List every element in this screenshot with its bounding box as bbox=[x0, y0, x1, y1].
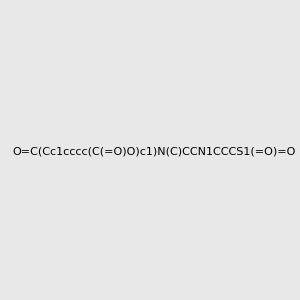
Text: O=C(Cc1cccc(C(=O)O)c1)N(C)CCN1CCCS1(=O)=O: O=C(Cc1cccc(C(=O)O)c1)N(C)CCN1CCCS1(=O)=… bbox=[12, 146, 296, 157]
